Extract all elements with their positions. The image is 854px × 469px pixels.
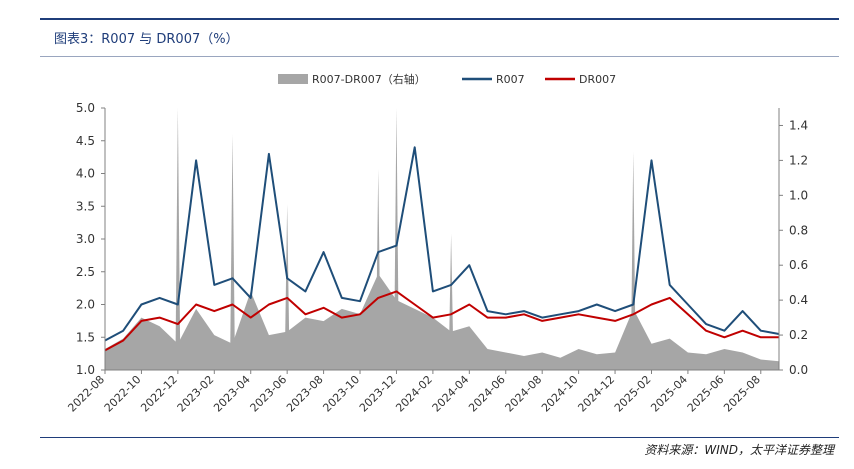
spread-peak bbox=[393, 108, 399, 370]
left-tick-label: 2.5 bbox=[76, 265, 95, 279]
x-tick-label: 2025-02 bbox=[612, 373, 654, 415]
x-tick-label: 2025-04 bbox=[648, 373, 690, 415]
x-tick-label: 2023-08 bbox=[284, 373, 326, 415]
lines-layer bbox=[104, 146, 780, 352]
spread-peak bbox=[175, 108, 181, 370]
r007-line bbox=[104, 146, 780, 342]
x-tick-label: 2025-08 bbox=[721, 373, 763, 415]
left-tick-label: 5.0 bbox=[76, 101, 95, 115]
x-tick-label: 2023-02 bbox=[175, 373, 217, 415]
x-tick-label: 2024-02 bbox=[393, 373, 435, 415]
spread-peak bbox=[630, 151, 636, 370]
top-rule bbox=[40, 18, 839, 20]
x-tick-label: 2025-06 bbox=[685, 373, 727, 415]
legend-swatch-spread bbox=[278, 74, 308, 84]
x-tick-label: 2024-06 bbox=[466, 373, 508, 415]
left-tick-label: 3.0 bbox=[76, 232, 95, 246]
dr007-line bbox=[104, 290, 779, 352]
x-tick-label: 2022-08 bbox=[65, 373, 107, 415]
right-tick-label: 0.4 bbox=[789, 293, 808, 307]
x-tick-label: 2024-12 bbox=[575, 373, 617, 415]
right-tick-label: 1.2 bbox=[789, 153, 808, 167]
chart-title: 图表3：R007 与 DR007（%） bbox=[54, 32, 239, 47]
left-tick-label: 3.5 bbox=[76, 199, 95, 213]
spread-area bbox=[105, 273, 779, 370]
x-tick-label: 2022-12 bbox=[138, 373, 180, 415]
x-tick-label: 2023-06 bbox=[248, 373, 290, 415]
legend-label: DR007 bbox=[579, 73, 616, 86]
legend: R007-DR007（右轴） R007 DR007 bbox=[278, 72, 616, 86]
right-tick-label: 0.6 bbox=[789, 258, 808, 272]
spread-peak bbox=[448, 233, 454, 370]
source-note: 资料来源：WIND，太平洋证券整理 bbox=[644, 443, 834, 457]
left-tick-label: 4.0 bbox=[76, 167, 95, 181]
legend-label: R007-DR007（右轴） bbox=[312, 72, 426, 86]
right-tick-label: 0.0 bbox=[789, 363, 808, 377]
right-tick-label: 0.2 bbox=[789, 328, 808, 342]
x-tick-label: 2022-10 bbox=[102, 373, 144, 415]
spread-peak bbox=[375, 169, 381, 370]
left-tick-label: 1.0 bbox=[76, 363, 95, 377]
x-tick-label: 2023-12 bbox=[357, 373, 399, 415]
right-tick-label: 0.8 bbox=[789, 223, 808, 237]
spread-peak bbox=[284, 204, 290, 370]
x-tick-label: 2023-10 bbox=[320, 373, 362, 415]
spread-peak bbox=[230, 134, 236, 370]
bottom-rule bbox=[40, 437, 839, 438]
x-tick-label: 2024-08 bbox=[503, 373, 545, 415]
right-tick-label: 1.0 bbox=[789, 188, 808, 202]
legend-label: R007 bbox=[496, 73, 525, 86]
left-tick-label: 1.5 bbox=[76, 330, 95, 344]
x-tick-label: 2024-04 bbox=[430, 373, 472, 415]
x-tick-label: 2024-10 bbox=[539, 373, 581, 415]
right-tick-label: 1.4 bbox=[789, 118, 808, 132]
left-tick-label: 2.0 bbox=[76, 298, 95, 312]
spread-area-layer bbox=[105, 108, 779, 370]
title-rule bbox=[40, 56, 839, 57]
left-tick-label: 4.5 bbox=[76, 134, 95, 148]
x-tick-label: 2023-04 bbox=[211, 373, 253, 415]
